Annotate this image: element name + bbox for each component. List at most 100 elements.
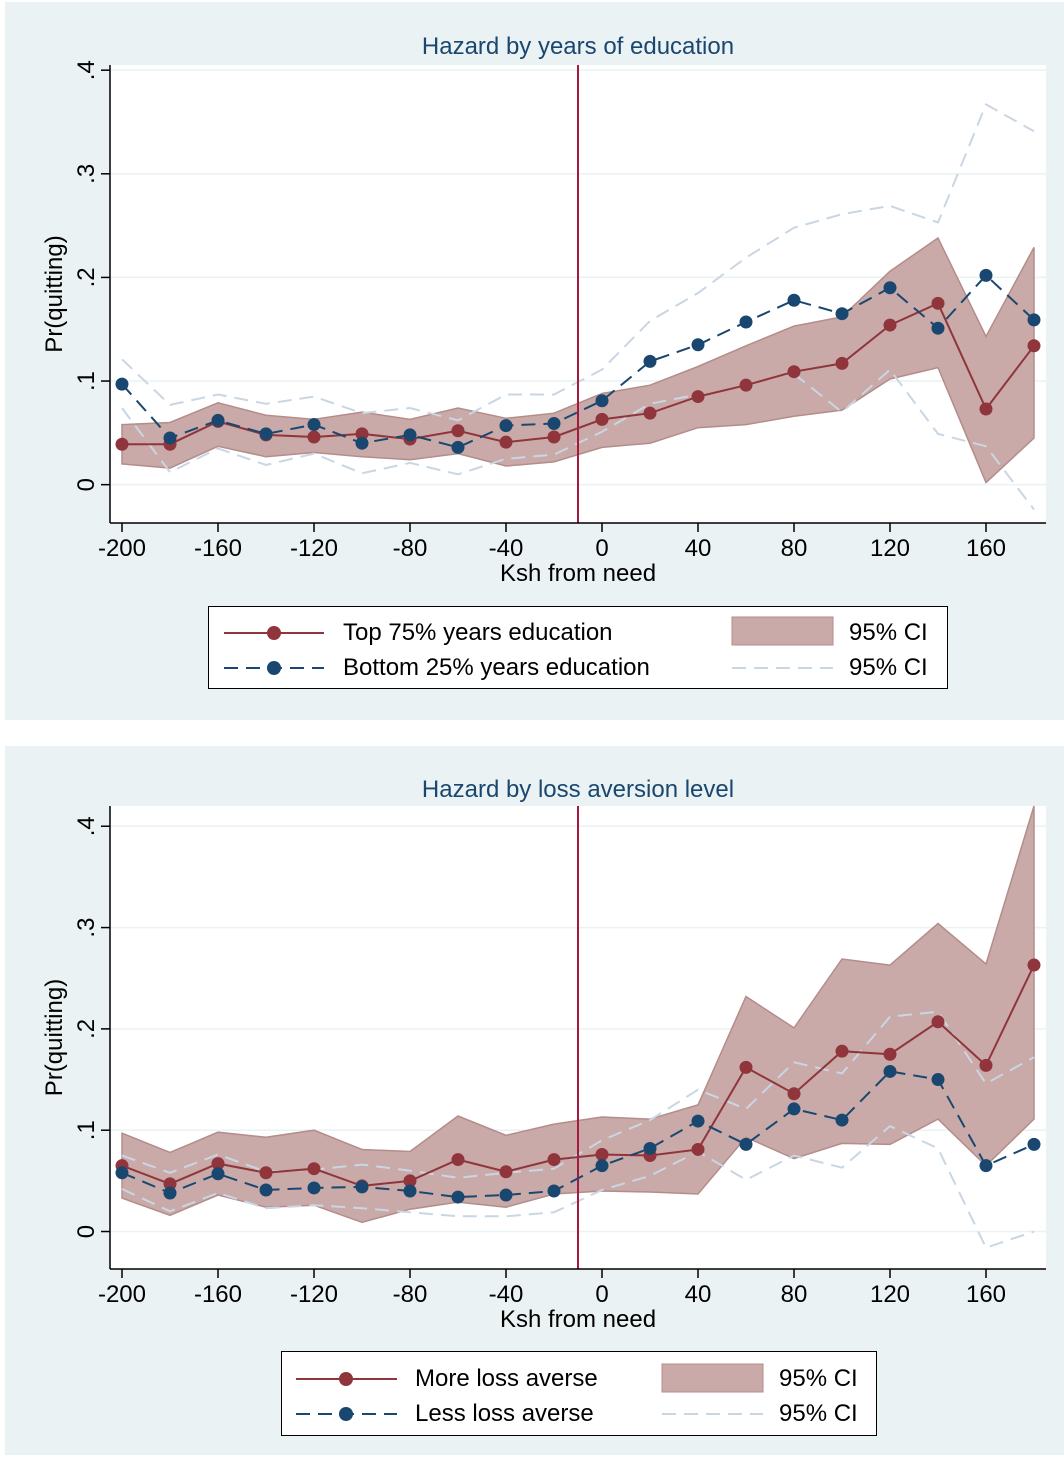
x-tick-label: -40 xyxy=(489,535,524,562)
series-1-point xyxy=(307,1181,321,1195)
series-line-1 xyxy=(121,1070,1035,1199)
legend-loss-aversion: More loss averse Less loss averse 95% CI… xyxy=(281,1351,877,1436)
series-1-point xyxy=(691,1114,705,1128)
x-tick-label: 0 xyxy=(595,1281,608,1308)
series-1-point xyxy=(691,338,705,352)
ci-line-lower xyxy=(793,368,1035,511)
ci-band xyxy=(121,236,1035,484)
legend-label-ci-lines: 95% CI xyxy=(849,654,928,681)
series-0-point xyxy=(499,1165,513,1179)
series-1-point xyxy=(835,307,849,321)
series-1-point xyxy=(979,268,993,282)
series-0-point xyxy=(883,1047,897,1061)
y-tick-label: .4 xyxy=(73,60,100,80)
series-1-point xyxy=(643,1141,657,1155)
y-axis-label: Pr(quitting) xyxy=(41,235,68,352)
series-0-point xyxy=(1027,958,1041,972)
y-tick-label: .3 xyxy=(73,164,100,184)
y-axis-label: Pr(quitting) xyxy=(41,979,68,1096)
legend-label-ci-band: 95% CI xyxy=(779,1365,858,1392)
x-tick-label: 160 xyxy=(966,1281,1006,1308)
series-1-point xyxy=(403,1184,417,1198)
series-1-point xyxy=(739,315,753,329)
legend-label-ci-lines: 95% CI xyxy=(779,1400,858,1427)
series-1-point xyxy=(595,1159,609,1173)
series-1-point xyxy=(163,431,177,445)
series-0-point xyxy=(931,1015,945,1029)
series-0-point xyxy=(883,318,897,332)
legend-key-marker-main xyxy=(267,626,281,640)
x-tick-label: -200 xyxy=(98,1281,146,1308)
series-1-point xyxy=(355,1180,369,1194)
series-0-point xyxy=(1027,339,1041,353)
series-1-point xyxy=(355,436,369,450)
chart-panel-education: 0 .1 .2 .3 .4 -200 -160 -120 -80 -40 0 40 80 120 160 Ha… xyxy=(5,2,1064,720)
x-tick-label: -80 xyxy=(393,535,428,562)
y-tick-label: .2 xyxy=(73,267,100,287)
series-1-point xyxy=(259,1183,273,1197)
series-0-point xyxy=(211,1157,225,1171)
x-tick-label: -160 xyxy=(194,535,242,562)
series-0-point xyxy=(787,1087,801,1101)
series-1-point xyxy=(643,354,657,368)
x-tick-label: 80 xyxy=(781,1281,808,1308)
series-1-point xyxy=(259,427,273,441)
series-1-point xyxy=(835,1113,849,1127)
series-0-point xyxy=(499,435,513,449)
y-tick-label: .1 xyxy=(73,1120,100,1140)
legend-key-ci-band xyxy=(731,616,834,646)
series-line-1 xyxy=(121,273,1035,449)
legend-education: Top 75% years education Bottom 25% years… xyxy=(208,606,948,689)
legend-label-ci-band: 95% CI xyxy=(849,619,928,646)
series-1-point xyxy=(115,1166,129,1180)
legend-label-series-alt: Less loss averse xyxy=(415,1400,594,1427)
series-1-point xyxy=(883,281,897,295)
series-0-point xyxy=(739,1060,753,1074)
chart-loss-aversion: 0 .1 .2 .3 .4 -200 -160 -120 -80 -40 0 40 80 120 160 Ha… xyxy=(41,776,1046,1333)
series-1-point xyxy=(211,1167,225,1181)
series-0-point xyxy=(307,430,321,444)
series-0-point xyxy=(691,1142,705,1156)
legend-key-ci-band xyxy=(661,1363,764,1393)
series-0-point xyxy=(979,1058,993,1072)
series-0-point xyxy=(355,427,369,441)
x-tick-label: -160 xyxy=(194,1281,242,1308)
x-tick-label: -80 xyxy=(393,1281,428,1308)
x-axis-label: Ksh from need xyxy=(500,1306,656,1333)
x-tick-label: 120 xyxy=(870,1281,910,1308)
series-0-point xyxy=(547,430,561,444)
series-1-point xyxy=(595,394,609,408)
legend-key-marker-main xyxy=(339,1372,353,1386)
series-0-point xyxy=(979,402,993,416)
series-1-point xyxy=(883,1064,897,1078)
series-line-0 xyxy=(122,301,1035,446)
series-1-point xyxy=(547,417,561,431)
y-tick-label: .4 xyxy=(73,816,100,836)
series-0-point xyxy=(259,1166,273,1180)
x-tick-label: 40 xyxy=(685,1281,712,1308)
series-1-point xyxy=(979,1159,993,1173)
series-0-point xyxy=(451,424,465,438)
x-tick-label: 120 xyxy=(870,535,910,562)
series-1-point xyxy=(1027,1137,1041,1151)
ci-band xyxy=(121,805,1035,1224)
series-1-point xyxy=(499,419,513,433)
series-1-point xyxy=(787,293,801,307)
series-0-point xyxy=(739,378,753,392)
series-1-point xyxy=(115,377,129,391)
series-0-point xyxy=(931,296,945,310)
series-1-point xyxy=(787,1102,801,1116)
legend-keys xyxy=(224,616,834,675)
series-0-point xyxy=(835,356,849,370)
series-1-point xyxy=(403,428,417,442)
x-tick-label: -200 xyxy=(98,535,146,562)
x-tick-label: 160 xyxy=(966,535,1006,562)
series-1-point xyxy=(1027,313,1041,327)
legend-label-series-alt: Bottom 25% years education xyxy=(343,654,650,681)
series-1-point xyxy=(547,1184,561,1198)
series-1-point xyxy=(307,418,321,432)
legend-label-series-main: Top 75% years education xyxy=(343,619,613,646)
series-0-point xyxy=(835,1044,849,1058)
x-tick-label: -120 xyxy=(290,535,338,562)
x-axis-label: Ksh from need xyxy=(500,560,656,587)
